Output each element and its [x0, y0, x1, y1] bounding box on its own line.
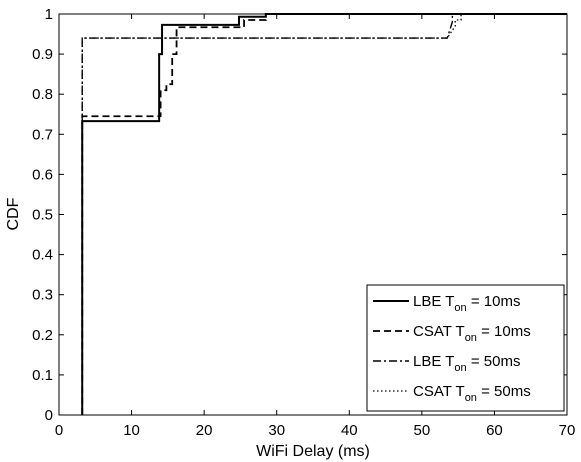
x-tick-label: 50 [414, 422, 431, 439]
legend: LBE Ton = 10ms CSAT Ton = 10ms LBE Ton = 5… [366, 284, 565, 412]
y-tick-label: 0.1 [32, 367, 53, 384]
series-lines [81, 13, 567, 415]
y-tick-label: 0.5 [32, 207, 53, 224]
legend-box [366, 284, 565, 412]
x-tick-label: 20 [196, 422, 213, 439]
y-tick-label: 0.4 [32, 247, 53, 264]
x-tick-label: 10 [123, 422, 140, 439]
legend-label-3: CSAT Ton = 50ms [413, 383, 531, 404]
x-axis-ticks: 0 10 20 30 40 50 60 70 [55, 14, 576, 439]
series-line-1 [81, 13, 567, 415]
y-tick-label: 0.3 [32, 287, 53, 304]
legend-label-2: LBE Ton = 50ms [413, 353, 520, 374]
y-tick-label: 0.2 [32, 327, 53, 344]
series-line-3 [81, 13, 567, 415]
x-tick-label: 70 [559, 422, 576, 439]
x-tick-label: 40 [341, 422, 358, 439]
x-axis-label: WiFi Delay (ms) [256, 443, 370, 460]
x-tick-label: 60 [486, 422, 503, 439]
y-axis-label: CDF [5, 197, 22, 230]
y-tick-label: 1 [45, 6, 53, 23]
series-line-0 [81, 13, 567, 415]
legend-label-1: CSAT Ton = 10ms [413, 323, 531, 344]
y-tick-label: 0.8 [32, 86, 53, 103]
legend-label-0: LBE Ton = 10ms [413, 293, 520, 314]
y-tick-label: 0.6 [32, 166, 53, 183]
y-tick-label: 0.9 [32, 46, 53, 63]
x-tick-label: 0 [55, 422, 63, 439]
y-tick-label: 0 [45, 407, 53, 424]
x-tick-label: 30 [268, 422, 285, 439]
y-tick-label: 0.7 [32, 126, 53, 143]
y-axis-ticks: 0 0.1 0.2 0.3 0.4 0.5 0.6 0.7 0.8 0.9 1 [32, 6, 567, 424]
